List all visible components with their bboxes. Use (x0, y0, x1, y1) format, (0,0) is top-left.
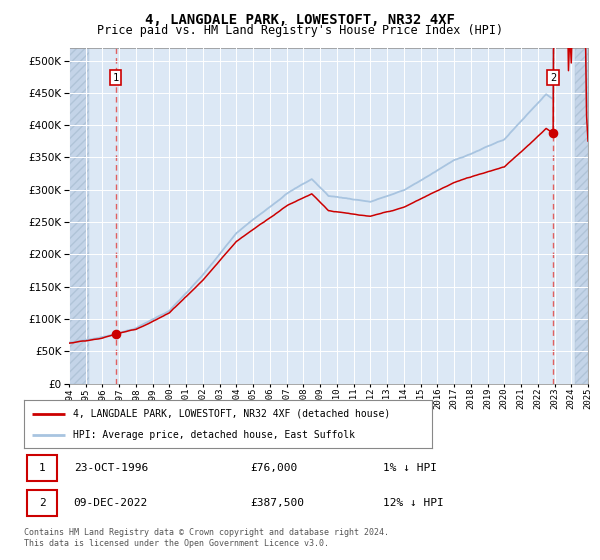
Point (111, 330, 121, 339)
Point (548, 129, 558, 138)
Text: 23-OCT-1996: 23-OCT-1996 (74, 463, 148, 473)
Bar (575, 48, 588, 384)
Text: £76,000: £76,000 (250, 463, 298, 473)
Text: 1% ↓ HPI: 1% ↓ HPI (383, 463, 437, 473)
FancyBboxPatch shape (27, 490, 57, 516)
Text: 09-DEC-2022: 09-DEC-2022 (74, 498, 148, 508)
Text: 4, LANGDALE PARK, LOWESTOFT, NR32 4XF: 4, LANGDALE PARK, LOWESTOFT, NR32 4XF (145, 13, 455, 27)
Text: 4, LANGDALE PARK, LOWESTOFT, NR32 4XF (detached house): 4, LANGDALE PARK, LOWESTOFT, NR32 4XF (d… (73, 409, 390, 419)
Text: 1: 1 (113, 73, 119, 83)
FancyBboxPatch shape (27, 455, 57, 481)
Text: 2: 2 (550, 73, 556, 83)
Text: £387,500: £387,500 (250, 498, 304, 508)
Text: 12% ↓ HPI: 12% ↓ HPI (383, 498, 443, 508)
Text: HPI: Average price, detached house, East Suffolk: HPI: Average price, detached house, East… (73, 430, 355, 440)
Text: Contains HM Land Registry data © Crown copyright and database right 2024.
This d: Contains HM Land Registry data © Crown c… (24, 528, 389, 548)
Text: 1: 1 (39, 463, 46, 473)
Bar (69, 48, 89, 384)
Text: Price paid vs. HM Land Registry's House Price Index (HPI): Price paid vs. HM Land Registry's House … (97, 24, 503, 37)
Text: 2: 2 (39, 498, 46, 508)
